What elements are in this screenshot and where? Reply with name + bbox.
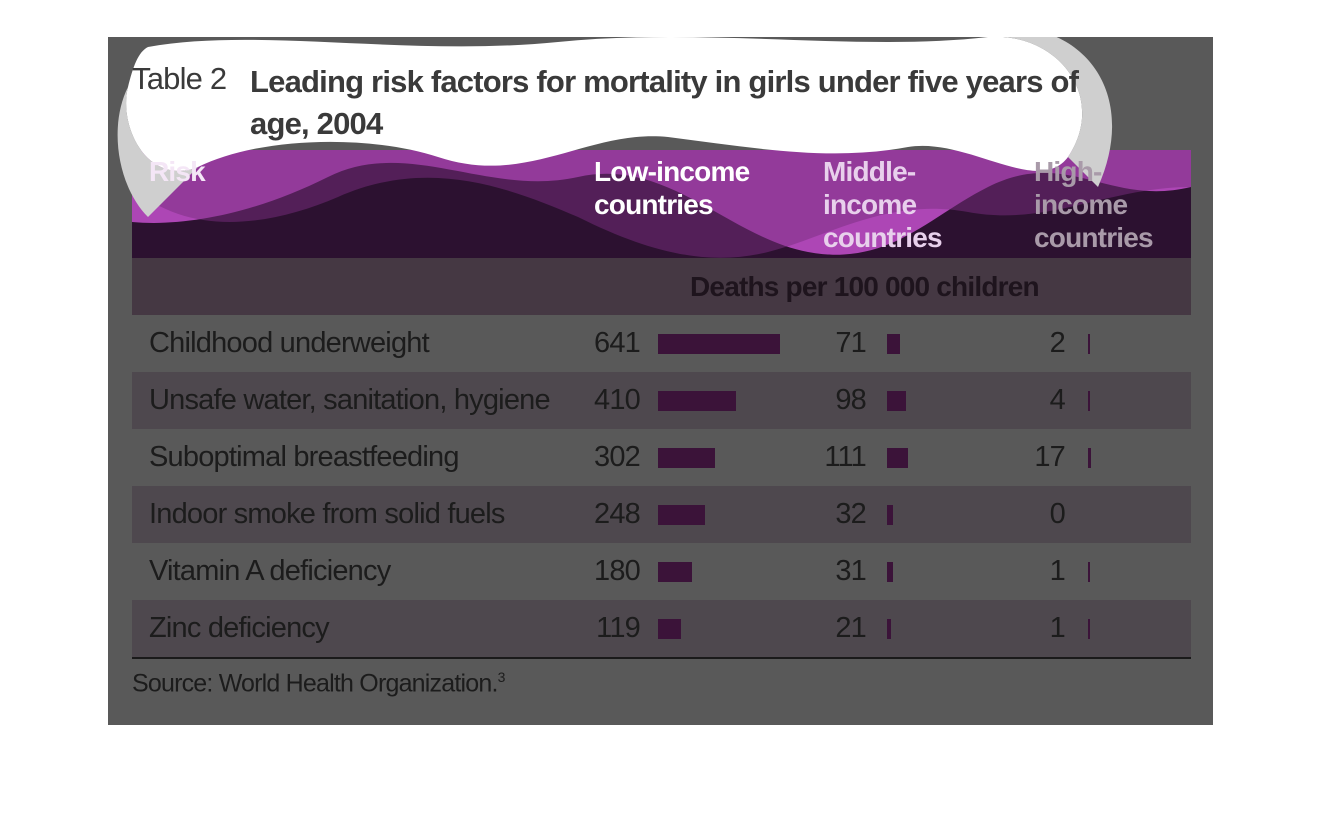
bar (1088, 448, 1092, 468)
bar (658, 334, 780, 354)
bar (887, 505, 894, 525)
value-label: 4 (1049, 384, 1066, 416)
value-label: 32 (835, 498, 866, 530)
overlay (117, 37, 1191, 258)
bar (658, 391, 736, 411)
value-label: 17 (1034, 441, 1065, 473)
bottom-rule (132, 657, 1191, 659)
risk-label: Unsafe water, sanitation, hygiene (149, 384, 551, 416)
risk-label: Indoor smoke from solid fuels (149, 498, 505, 530)
bar (1088, 562, 1090, 582)
value-label: 641 (594, 327, 641, 359)
unit-label: Deaths per 100 000 children (690, 271, 1040, 302)
column-header: Middle-income countries (823, 156, 943, 253)
value-label: 0 (1049, 498, 1066, 530)
column-header: High-income countries (1034, 156, 1154, 253)
bar (1088, 619, 1090, 639)
risk-label: Childhood underweight (149, 327, 430, 359)
bar (658, 619, 681, 639)
source-text: Source: World Health Organization. (132, 669, 498, 698)
bar (887, 619, 891, 639)
value-label: 119 (596, 612, 641, 644)
bar (658, 448, 716, 468)
bar (887, 391, 906, 411)
value-label: 71 (835, 327, 866, 359)
value-label: 248 (594, 498, 641, 530)
value-label: 410 (594, 384, 641, 416)
bar (887, 562, 893, 582)
risk-label: Vitamin A deficiency (149, 555, 391, 587)
value-label: 98 (835, 384, 866, 416)
column-header: Risk (149, 156, 206, 187)
value-label: 180 (594, 555, 641, 587)
bar (887, 448, 909, 468)
risk-label: Suboptimal breastfeeding (149, 441, 459, 473)
column-header: Low-income countries (594, 156, 750, 220)
value-label: 31 (835, 555, 866, 587)
value-label: 21 (835, 612, 866, 644)
value-label: 1 (1049, 612, 1066, 644)
bar (1088, 391, 1090, 411)
table-panel: Table 2 Leading risk factors for mortali… (108, 37, 1213, 725)
bar (658, 505, 706, 525)
bar (1088, 334, 1090, 354)
bar (887, 334, 901, 354)
value-label: 1 (1049, 555, 1066, 587)
unit-band (132, 258, 1191, 315)
value-label: 111 (824, 441, 866, 473)
value-label: 302 (594, 441, 641, 473)
value-label: 2 (1049, 327, 1066, 359)
table-label: Table 2 (132, 61, 227, 96)
table-title: Leading risk factors for mortality in gi… (250, 64, 1079, 141)
bar (658, 562, 693, 582)
source: Source: World Health Organization.3 (132, 669, 505, 698)
risk-label: Zinc deficiency (149, 612, 330, 644)
source-note: 3 (497, 669, 506, 685)
